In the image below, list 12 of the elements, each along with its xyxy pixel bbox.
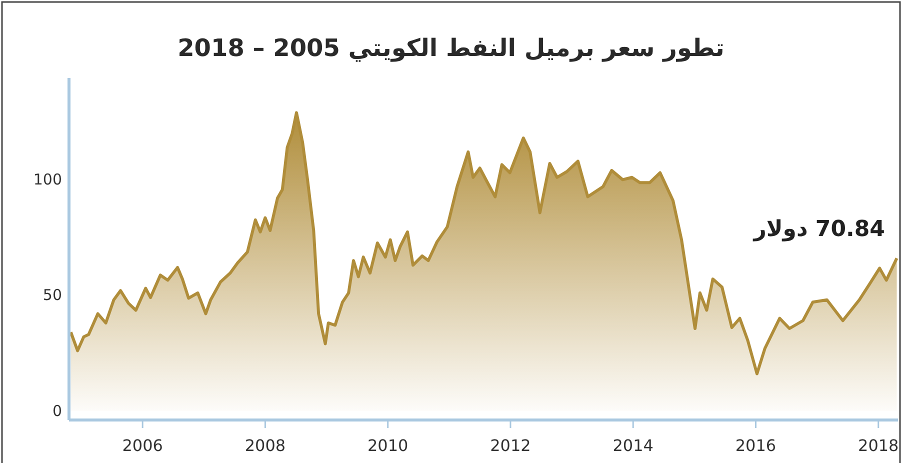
chart-title: تطور سعر برميل النفط الكويتي 2005 – 2018	[178, 34, 724, 62]
y-tick-label: 0	[52, 402, 62, 420]
x-tick-label: 2010	[367, 436, 408, 455]
x-tick-label: 2016	[735, 436, 776, 455]
y-tick-label: 50	[42, 286, 62, 304]
x-tick-label: 2006	[122, 436, 163, 455]
x-tick-label: 2018	[858, 436, 899, 455]
y-tick-label: 100	[33, 170, 62, 189]
x-tick-label: 2008	[244, 436, 286, 455]
x-tick-label: 2014	[612, 436, 654, 455]
annotation: 70.84 دولار	[752, 217, 885, 242]
x-tick-label: 2012	[490, 436, 531, 455]
